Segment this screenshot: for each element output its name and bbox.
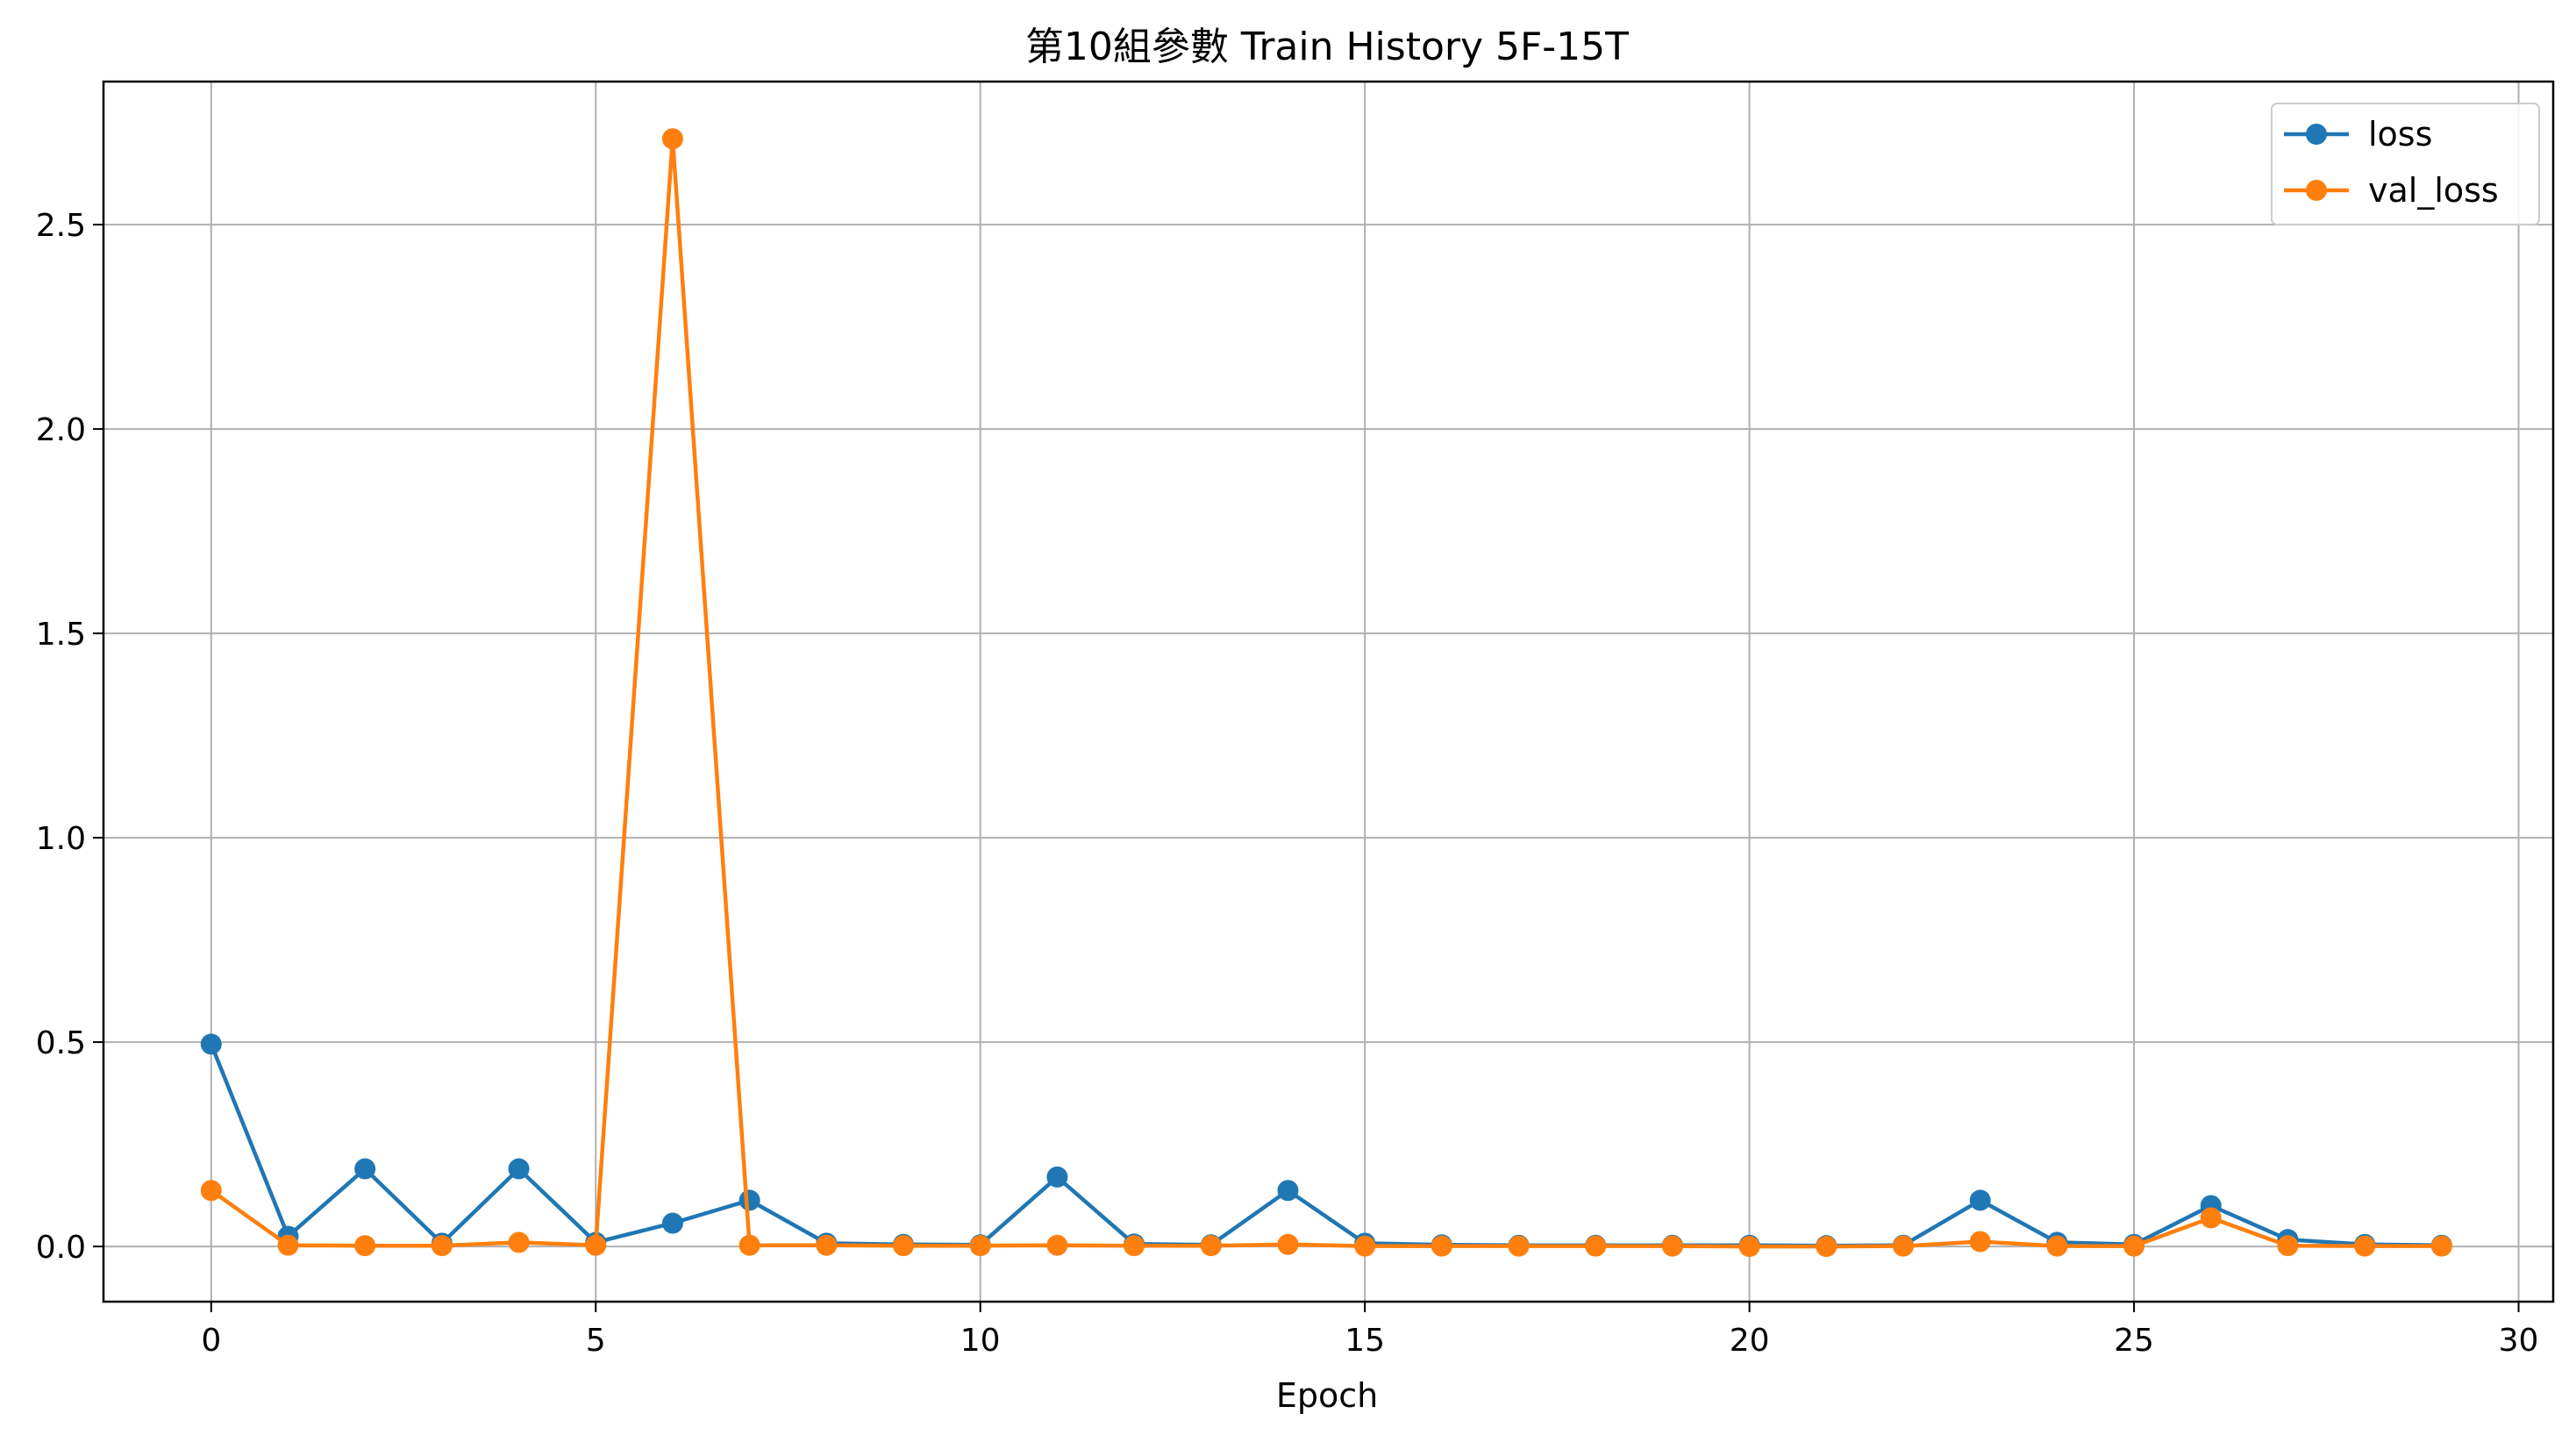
data-point-loss — [661, 1212, 683, 1234]
data-point-val-loss — [2123, 1235, 2145, 1257]
series-line-val-loss — [210, 136, 2442, 1249]
data-point-loss — [1969, 1189, 1991, 1211]
data-point-val-loss — [354, 1235, 376, 1257]
x-axis-label: Epoch — [1276, 1376, 1378, 1415]
data-point-val-loss — [585, 1234, 607, 1256]
data-point-loss — [739, 1189, 760, 1211]
x-tick-label: 20 — [1730, 1323, 1770, 1359]
data-point-val-loss — [1508, 1235, 1530, 1257]
x-tick-label: 30 — [2499, 1323, 2539, 1359]
data-point-val-loss — [816, 1234, 838, 1256]
data-point-val-loss — [1046, 1234, 1068, 1256]
data-point-val-loss — [2046, 1235, 2068, 1257]
data-point-val-loss — [2354, 1235, 2376, 1257]
data-point-loss — [1046, 1166, 1068, 1188]
data-point-val-loss — [1431, 1235, 1452, 1257]
data-point-val-loss — [1969, 1231, 1991, 1253]
data-point-val-loss — [969, 1235, 991, 1257]
data-point-val-loss — [2430, 1235, 2452, 1257]
data-point-val-loss — [277, 1234, 299, 1256]
data-point-val-loss — [1661, 1235, 1683, 1257]
data-point-val-loss — [1124, 1235, 1145, 1257]
data-point-val-loss — [431, 1235, 453, 1257]
x-tick-label: 0 — [201, 1323, 221, 1359]
data-point-val-loss — [1277, 1233, 1299, 1255]
series-line-loss — [209, 1043, 2442, 1248]
y-tick-label: 0.0 — [36, 1230, 86, 1266]
data-point-val-loss — [1200, 1235, 1222, 1257]
data-point-val-loss — [893, 1235, 914, 1257]
legend-marker-loss — [2306, 124, 2327, 145]
data-point-val-loss — [1354, 1235, 1376, 1257]
legend-marker-val-loss — [2306, 180, 2327, 201]
data-point-val-loss — [1738, 1236, 1760, 1258]
y-tick-label: 2.0 — [36, 412, 86, 448]
legend-label-val-loss: val_loss — [2368, 171, 2499, 210]
y-tick-label: 1.5 — [36, 617, 86, 653]
data-point-loss — [354, 1158, 376, 1180]
data-point-loss — [508, 1158, 530, 1180]
x-tick-label: 10 — [960, 1323, 1001, 1359]
data-point-val-loss — [508, 1231, 530, 1253]
data-point-val-loss — [200, 1180, 222, 1202]
x-tick-label: 5 — [586, 1323, 606, 1359]
data-point-val-loss — [2200, 1207, 2222, 1229]
plot-frame — [102, 80, 2555, 1303]
legend-label-loss: loss — [2368, 115, 2432, 153]
data-point-val-loss — [1816, 1236, 1837, 1258]
data-point-val-loss — [2277, 1235, 2299, 1257]
x-tick-label: 25 — [2114, 1323, 2154, 1359]
data-point-val-loss — [661, 128, 683, 150]
data-point-loss — [200, 1033, 222, 1055]
chart-title: 第10組參數 Train History 5F-15T — [1025, 25, 1629, 69]
y-tick-label: 2.5 — [36, 208, 86, 244]
data-point-val-loss — [1893, 1235, 1914, 1257]
data-point-val-loss — [739, 1234, 760, 1256]
legend: loss val_loss — [2271, 103, 2540, 225]
series-layer — [200, 128, 2452, 1258]
data-point-loss — [1277, 1180, 1299, 1202]
x-tick-label: 15 — [1345, 1323, 1385, 1359]
axis-ticks: 0 5 10 15 20 25 30 0.0 0.5 1.0 1.5 2.0 2.5 — [36, 208, 2539, 1359]
data-point-val-loss — [1585, 1235, 1607, 1257]
y-tick-label: 0.5 — [36, 1025, 86, 1061]
y-tick-label: 1.0 — [36, 821, 86, 857]
